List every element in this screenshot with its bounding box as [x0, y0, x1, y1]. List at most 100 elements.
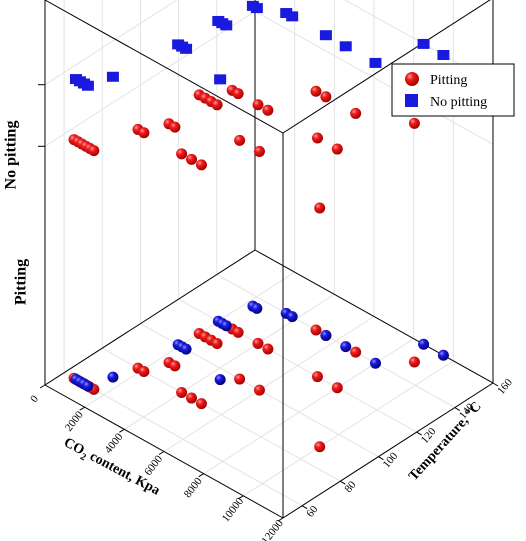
z-label-pitting: Pitting — [13, 259, 30, 305]
grid-back-z-0 — [254, 10, 494, 145]
grid-floor-y-4 — [216, 274, 456, 408]
pitting-marker-16 — [176, 148, 188, 160]
pitting-marker-9 — [169, 121, 181, 133]
pitting-marker-28 — [408, 117, 420, 129]
pitting-marker-25 — [311, 132, 323, 144]
pitting-floor-marker-7 — [138, 365, 150, 377]
pitting-floor-marker-18 — [195, 398, 207, 410]
pitting-marker-27 — [350, 107, 362, 119]
no-pitting-marker-14 — [286, 11, 299, 22]
x-tick-label-5: 10000 — [220, 495, 247, 524]
pitting-marker-29 — [314, 202, 326, 214]
pitting-marker-21 — [252, 99, 264, 111]
no-pitting-marker-17 — [339, 41, 352, 52]
legend: Pitting No pitting — [391, 63, 515, 117]
frame-edge-3 — [44, 249, 256, 386]
pitting-marker-13 — [211, 99, 223, 111]
axes-frame — [44, 0, 494, 519]
no-pitting-floor-marker-14 — [286, 311, 298, 323]
pitting-floor-marker-25 — [311, 371, 323, 383]
pitting-floor-marker-27 — [350, 346, 362, 358]
grid-back-z-1 — [343, 0, 494, 84]
no-pitting-marker-18 — [369, 57, 382, 68]
pitting-marker-15 — [232, 88, 244, 100]
no-pitting-floor-marker-16 — [320, 330, 332, 342]
frame-edge-1 — [282, 382, 494, 519]
x-tick-4 — [198, 473, 204, 478]
no-pitting-floor-marker-20 — [437, 349, 449, 361]
pitting-marker-5 — [88, 145, 100, 157]
pitting-floor-marker-15 — [232, 326, 244, 338]
legend-marker-no-pitting — [405, 94, 418, 107]
pitting-floor-marker-26 — [331, 382, 343, 394]
no-pitting-marker-12 — [250, 3, 263, 14]
no-pitting-floor-marker-19 — [418, 338, 430, 350]
y-tick-1 — [340, 480, 346, 485]
z-label-no-pitting: No pitting — [3, 121, 20, 190]
y-tick-label-5: 160 — [495, 376, 515, 397]
no-pitting-floor-marker-10 — [220, 320, 232, 332]
no-pitting-marker-3 — [81, 80, 94, 91]
pitting-floor-marker-20 — [253, 384, 265, 396]
no-pitting-floor-marker-18 — [369, 357, 381, 369]
pitting-marker-18 — [195, 159, 207, 171]
x-tick-label-0: 0 — [28, 393, 41, 405]
pitting-marker-24 — [320, 91, 332, 103]
x-tick-label-2: 4000 — [102, 431, 125, 456]
x-tick-6 — [277, 517, 284, 522]
y-tick-5 — [492, 382, 499, 387]
x-tick-3 — [158, 451, 165, 455]
no-pitting-floor-marker-15 — [214, 374, 226, 386]
legend-marker-pitting — [405, 72, 419, 86]
tick-layer: 0200040006000800010000120006080100120140… — [28, 84, 515, 541]
pitting-marker-23 — [310, 85, 322, 97]
pitting-floor-marker-22 — [262, 343, 274, 355]
grid-floor-x-1 — [84, 271, 295, 408]
legend-label-pitting: Pitting — [430, 73, 467, 88]
pitting-floor-marker-29 — [314, 441, 326, 453]
y-tick-4 — [454, 407, 461, 411]
y-tick-2 — [378, 456, 384, 461]
pitting-floor-marker-13 — [211, 338, 223, 350]
pitting-floor-marker-9 — [169, 360, 181, 372]
marker-layer — [68, 0, 450, 453]
no-pitting-marker-15 — [214, 74, 227, 85]
pitting-floor-marker-21 — [252, 337, 264, 349]
grid-left-z-0 — [44, 10, 256, 147]
legend-label-no-pitting: No pitting — [430, 95, 487, 110]
x-tick-0 — [39, 384, 46, 389]
no-pitting-marker-10 — [220, 20, 233, 31]
y-tick-label-1: 80 — [342, 479, 359, 496]
grid-floor-x-5 — [243, 360, 454, 497]
y-tick-label-0: 60 — [304, 503, 321, 520]
y-tick-3 — [416, 431, 422, 436]
pitting-marker-7 — [138, 127, 150, 139]
pitting-floor-marker-28 — [408, 356, 420, 368]
pitting-floor-marker-17 — [186, 392, 198, 404]
no-pitting-floor-marker-7 — [180, 343, 192, 355]
pitting-marker-19 — [234, 134, 246, 146]
x-tick-label-1: 2000 — [63, 409, 86, 434]
no-pitting-floor-marker-12 — [251, 302, 263, 314]
x-tick-label-3: 6000 — [142, 453, 165, 478]
no-pitting-marker-4 — [106, 71, 119, 82]
grid-left-z-1 — [44, 0, 178, 86]
pitting-marker-22 — [262, 104, 274, 116]
pitting-floor-marker-19 — [234, 373, 246, 385]
no-pitting-marker-20 — [437, 49, 450, 60]
x-tick-2 — [119, 428, 125, 433]
x-tick-label-4: 8000 — [182, 475, 205, 500]
pitting-marker-26 — [331, 143, 343, 155]
no-pitting-floor-marker-17 — [340, 341, 352, 353]
frame-edge-5 — [282, 0, 491, 134]
pitting-marker-20 — [253, 145, 265, 157]
pitting-marker-17 — [186, 153, 198, 165]
no-pitting-marker-7 — [180, 43, 193, 54]
x-axis-title-sub: 2 — [78, 451, 88, 463]
no-pitting-marker-19 — [417, 38, 430, 49]
no-pitting-marker-16 — [319, 30, 332, 41]
frame-edge-4 — [44, 0, 284, 134]
grid-floor-x-2 — [124, 293, 335, 430]
frame-edge-2 — [254, 249, 494, 384]
